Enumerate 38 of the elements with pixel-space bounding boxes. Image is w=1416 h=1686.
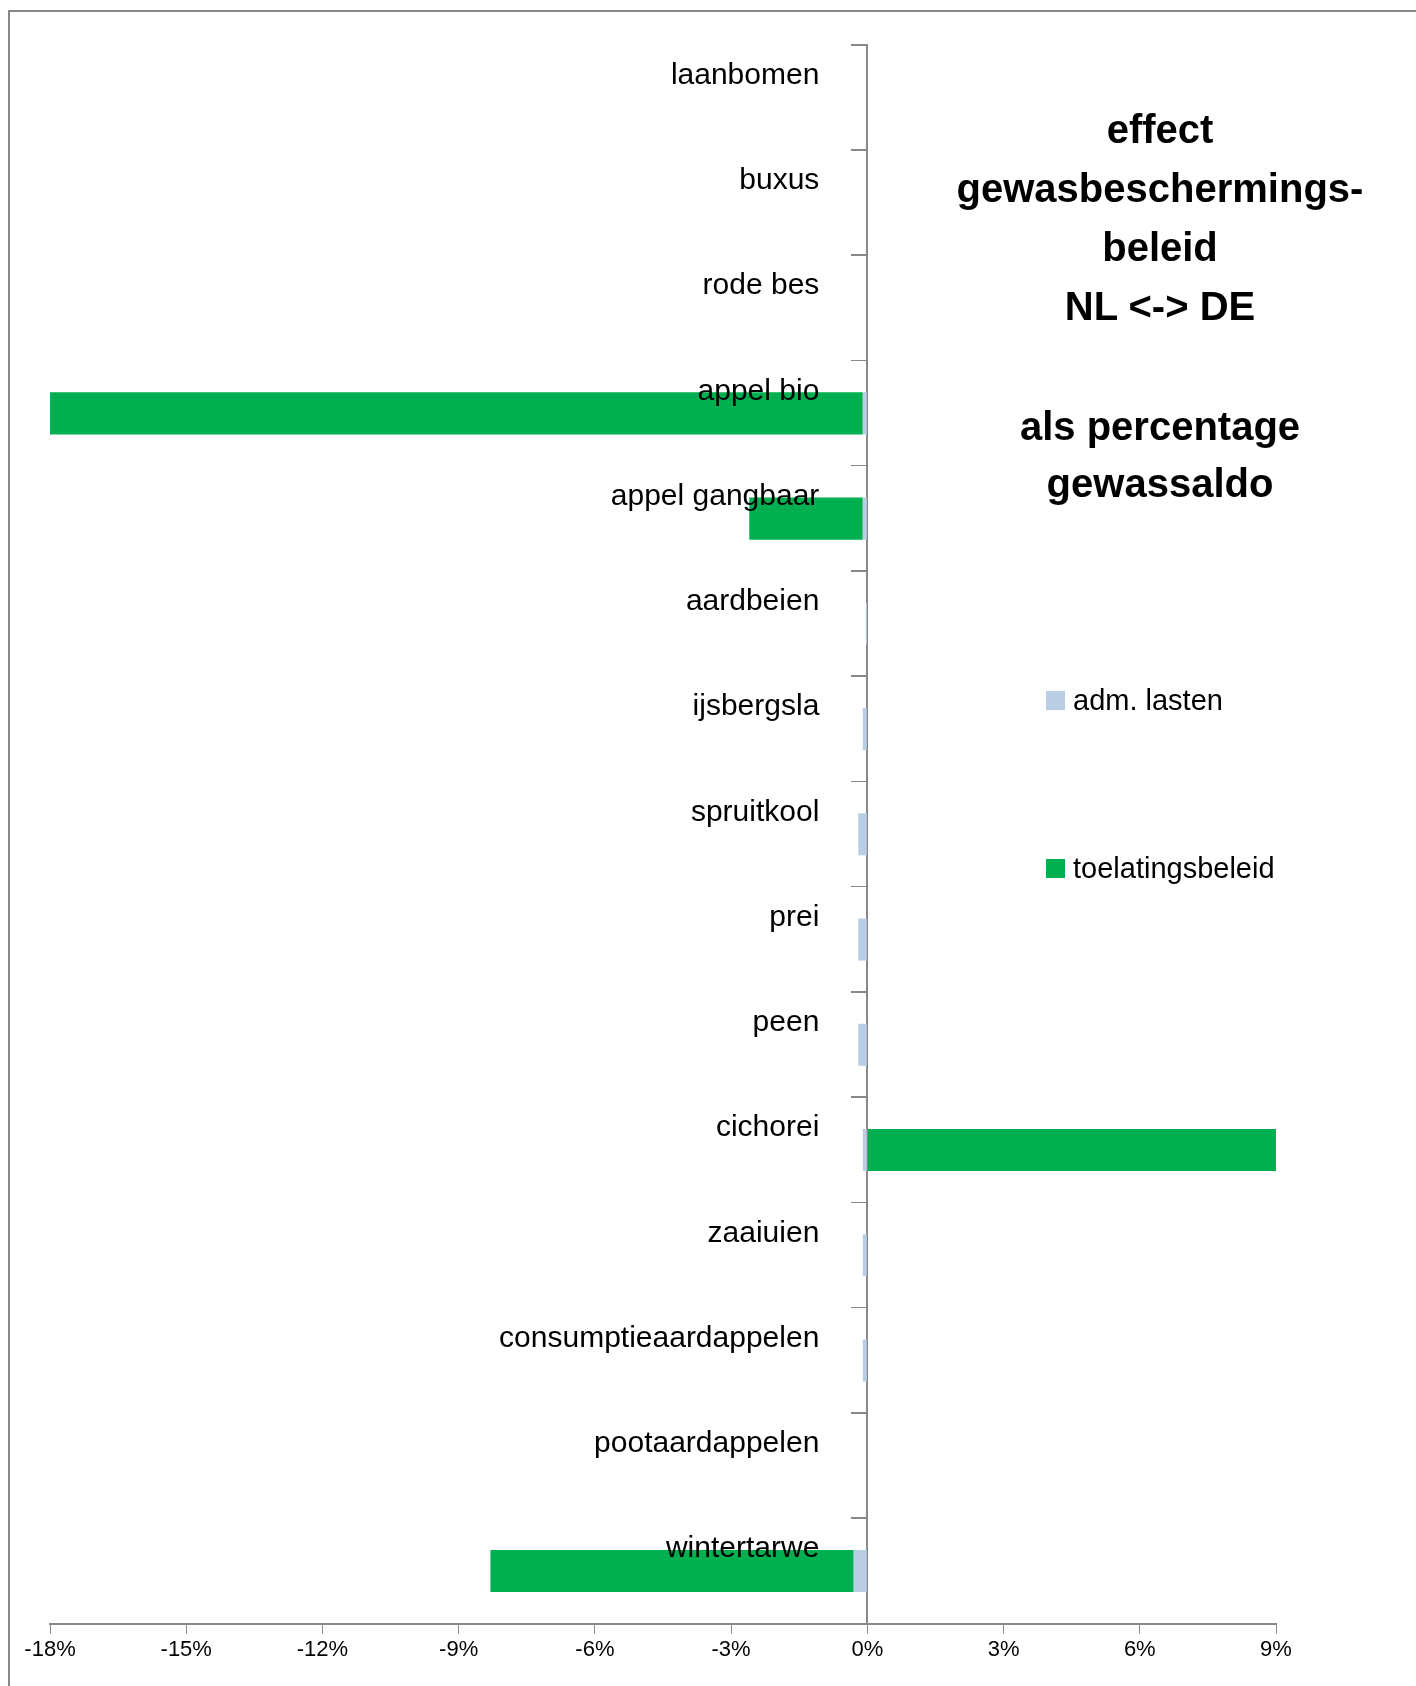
x-tick-label: -9% xyxy=(439,1635,479,1661)
y-tick-label: spruitkool xyxy=(690,793,820,827)
x-tick-label: -15% xyxy=(160,1635,212,1661)
bar xyxy=(862,392,867,435)
x-tick-label: -3% xyxy=(711,1635,751,1661)
x-tick-label: -6% xyxy=(575,1635,615,1661)
bar xyxy=(858,918,867,961)
x-tick-label: -12% xyxy=(296,1635,349,1661)
bar xyxy=(867,1128,1276,1172)
y-tick-label: rode bes xyxy=(702,267,820,301)
x-tick-label: 6% xyxy=(1123,1635,1156,1661)
bar xyxy=(862,1234,867,1277)
text: effect gewasbeschermings- beleid NL <-> DE xyxy=(955,106,1365,330)
bar xyxy=(853,1549,867,1593)
bar xyxy=(862,1339,867,1382)
bar xyxy=(862,1128,867,1172)
text: als percentage gewassaldo xyxy=(1018,403,1302,507)
legend-label: adm. lasten xyxy=(1073,683,1223,717)
x-tick-label: 3% xyxy=(987,1635,1020,1661)
x-tick-label: -18% xyxy=(24,1635,76,1661)
bar xyxy=(862,708,867,751)
y-tick-label: cichorei xyxy=(715,1109,820,1143)
bar xyxy=(862,497,867,540)
y-tick-label: buxus xyxy=(739,162,820,196)
y-tick-label: laanbomen xyxy=(670,56,820,90)
y-tick-label: pootaardappelen xyxy=(594,1425,820,1459)
y-tick-label: appel gangbaar xyxy=(610,477,820,511)
y-tick-label: prei xyxy=(769,898,820,932)
legend-label: toelatingsbeleid xyxy=(1073,851,1275,885)
y-tick-label: peen xyxy=(752,1004,820,1038)
x-tick-label: 9% xyxy=(1260,1635,1292,1661)
y-tick-label: aardbeien xyxy=(685,583,820,617)
bar xyxy=(858,813,867,856)
bar xyxy=(858,1023,867,1066)
x-tick-label: 0% xyxy=(851,1635,884,1661)
y-tick-label: ijsbergsla xyxy=(692,688,820,722)
y-tick-label: zaaiuien xyxy=(707,1214,820,1248)
y-tick-label: consumptieaardappelen xyxy=(499,1319,820,1353)
